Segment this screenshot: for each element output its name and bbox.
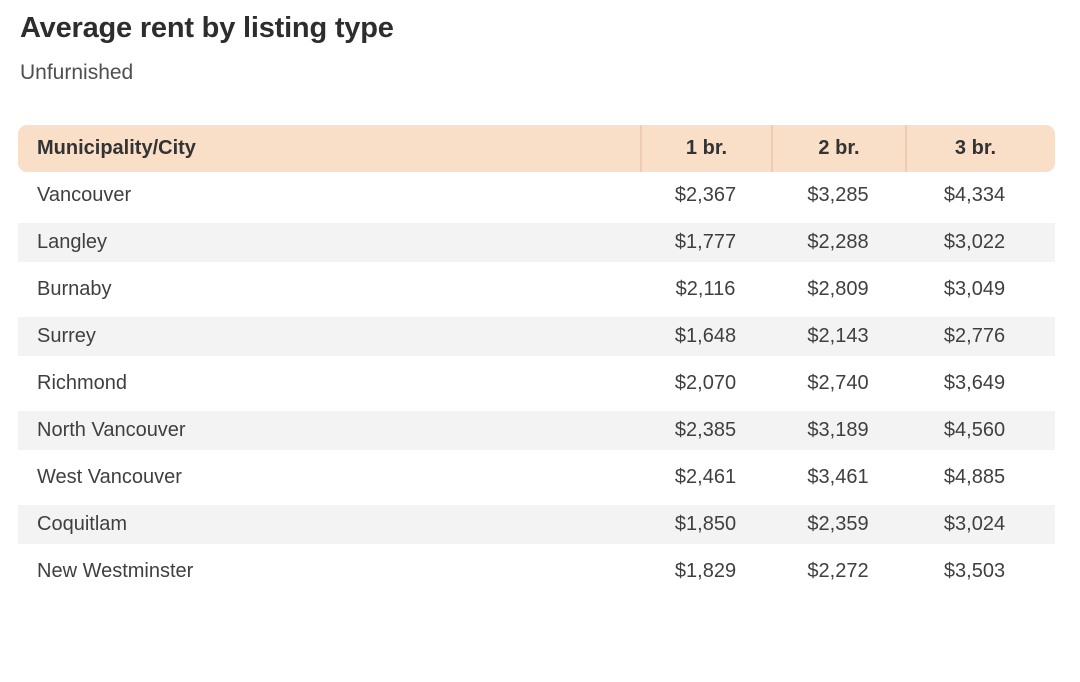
rent-value-cell: $2,740 [771,360,905,408]
rent-value-cell: $1,829 [640,548,771,596]
rent-value-cell: $3,024 [905,501,1055,549]
city-cell: Surrey [18,313,640,361]
rent-value-cell: $2,809 [771,266,905,314]
city-cell: Coquitlam [18,501,640,549]
column-header-1br: 1 br. [640,125,771,173]
table-body: Vancouver $2,367 $3,285 $4,334 Langley $1,777… [18,172,1055,596]
table-row: New Westminster $1,829 $2,272 $3,503 [18,548,1055,596]
rent-value-cell: $3,461 [771,454,905,502]
table-row: Vancouver $2,367 $3,285 $4,334 [18,172,1055,220]
city-cell: New Westminster [18,548,640,596]
table-header-row: Municipality/City 1 br. 2 br. 3 br. [18,125,1055,173]
rent-value-cell: $2,116 [640,266,771,314]
table-row: North Vancouver $2,385 $3,189 $4,560 [18,407,1055,455]
column-header-municipality: Municipality/City [18,125,640,173]
rent-value-cell: $1,648 [640,313,771,361]
rent-value-cell: $2,070 [640,360,771,408]
rent-value-cell: $2,272 [771,548,905,596]
table-row: Burnaby $2,116 $2,809 $3,049 [18,266,1055,314]
city-cell: Burnaby [18,266,640,314]
rent-value-cell: $3,285 [771,172,905,220]
rent-table: Municipality/City 1 br. 2 br. 3 br. Vanc… [18,125,1055,596]
rent-value-cell: $3,022 [905,219,1055,267]
rent-value-cell: $2,776 [905,313,1055,361]
rent-value-cell: $3,649 [905,360,1055,408]
page-title: Average rent by listing type [20,12,394,44]
rent-value-cell: $2,359 [771,501,905,549]
rent-value-cell: $1,850 [640,501,771,549]
column-header-3br: 3 br. [905,125,1055,173]
rent-value-cell: $3,049 [905,266,1055,314]
table-row: Coquitlam $1,850 $2,359 $3,024 [18,501,1055,549]
city-cell: Langley [18,219,640,267]
table-row: Richmond $2,070 $2,740 $3,649 [18,360,1055,408]
rent-value-cell: $2,143 [771,313,905,361]
rent-value-cell: $3,189 [771,407,905,455]
city-cell: Vancouver [18,172,640,220]
rent-value-cell: $2,461 [640,454,771,502]
rent-value-cell: $4,885 [905,454,1055,502]
rent-value-cell: $1,777 [640,219,771,267]
table-header: Municipality/City 1 br. 2 br. 3 br. [18,125,1055,173]
page-subtitle: Unfurnished [20,61,134,85]
city-cell: West Vancouver [18,454,640,502]
rent-value-cell: $2,385 [640,407,771,455]
column-header-2br: 2 br. [771,125,905,173]
rent-value-cell: $4,334 [905,172,1055,220]
city-cell: Richmond [18,360,640,408]
rent-value-cell: $3,503 [905,548,1055,596]
rent-value-cell: $4,560 [905,407,1055,455]
city-cell: North Vancouver [18,407,640,455]
rent-value-cell: $2,367 [640,172,771,220]
table-row: Langley $1,777 $2,288 $3,022 [18,219,1055,267]
table-row: West Vancouver $2,461 $3,461 $4,885 [18,454,1055,502]
rent-value-cell: $2,288 [771,219,905,267]
table-row: Surrey $1,648 $2,143 $2,776 [18,313,1055,361]
